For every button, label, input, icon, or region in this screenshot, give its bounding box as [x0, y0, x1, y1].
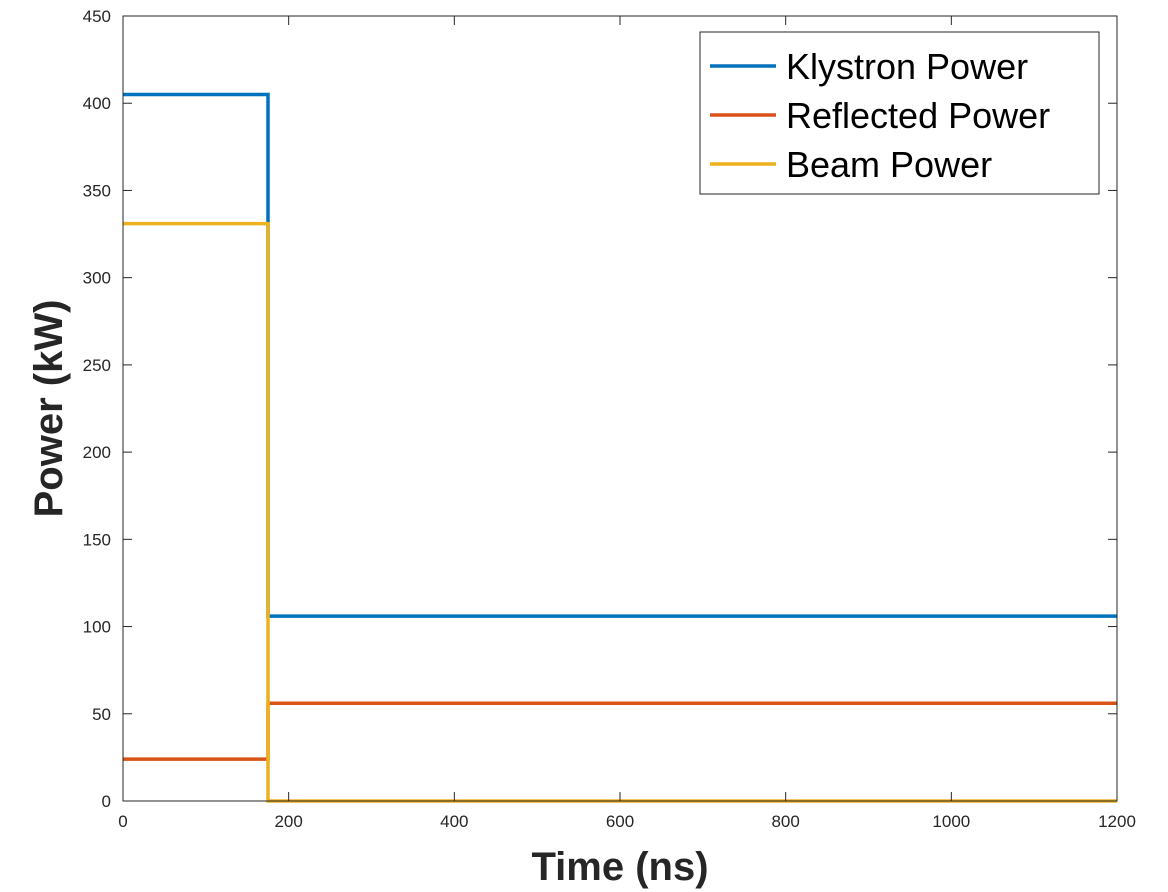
x-tick-label: 0 — [118, 812, 127, 831]
x-axis-title: Time (ns) — [531, 845, 708, 889]
legend-label: Beam Power — [786, 144, 992, 185]
y-tick-label: 150 — [83, 530, 111, 549]
y-tick-label: 300 — [83, 269, 111, 288]
x-axis: 0 200 400 600 800 1000 1200 — [118, 16, 1136, 831]
y-tick-label: 350 — [83, 181, 111, 200]
series-lines — [123, 92, 1117, 803]
y-tick-label: 250 — [83, 356, 111, 375]
legend-label: Reflected Power — [786, 95, 1050, 136]
x-tick-label: 600 — [606, 812, 634, 831]
x-tick-label: 1200 — [1098, 812, 1136, 831]
y-axis-title: Power (kW) — [27, 300, 71, 518]
y-tick-label: 100 — [83, 618, 111, 637]
y-tick-label: 400 — [83, 94, 111, 113]
y-tick-label: 200 — [83, 443, 111, 462]
x-tick-label: 800 — [771, 812, 799, 831]
legend: Klystron Power Reflected Power Beam Power — [699, 31, 1100, 195]
y-tick-label: 50 — [92, 705, 111, 724]
x-tick-label: 200 — [274, 812, 302, 831]
series-line-3 — [123, 221, 1117, 803]
x-tick-label: 400 — [440, 812, 468, 831]
legend-label: Klystron Power — [786, 46, 1028, 87]
series-line-2 — [123, 701, 1117, 761]
y-tick-label: 0 — [102, 792, 111, 811]
y-axis: 0 50 100 150 200 250 300 350 400 450 — [83, 7, 1117, 811]
legend-box — [699, 31, 1100, 195]
y-tick-label: 450 — [83, 7, 111, 26]
x-tick-label: 1000 — [932, 812, 970, 831]
